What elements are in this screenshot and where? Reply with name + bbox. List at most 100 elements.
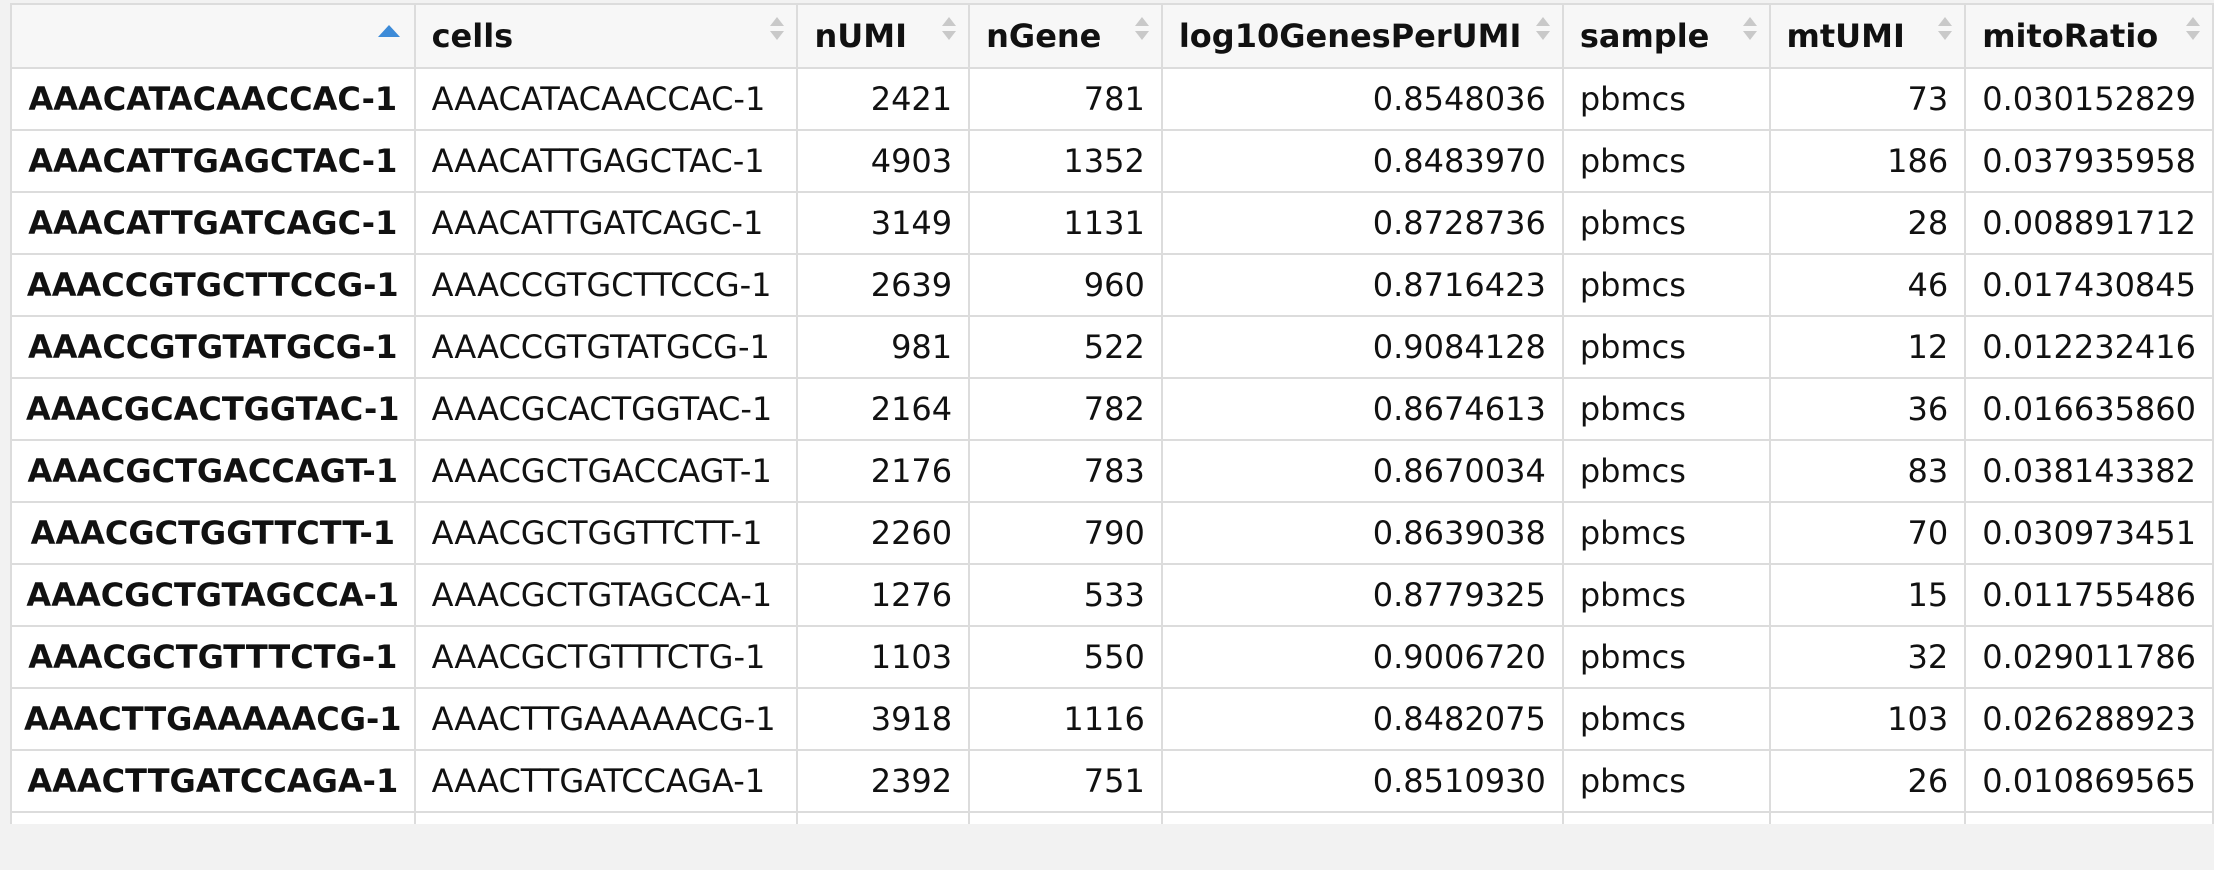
numi-cell: 2421 [796, 67, 971, 131]
numi-cell: 2176 [796, 439, 971, 503]
table-row[interactable]: AAACCGTGCTTCCG-1 AAACCGTGCTTCCG-1 2639 9… [10, 253, 2214, 317]
sort-icon[interactable] [770, 17, 785, 43]
column-header-ngene[interactable]: nGene [968, 3, 1163, 69]
numi-cell: 2164 [796, 377, 971, 441]
mtumi-cell: 32 [1768, 625, 1967, 689]
numi-cell: 1103 [796, 625, 971, 689]
column-header-numi[interactable]: nUMI [796, 3, 971, 69]
table-row[interactable]: AAACTTGATCCAGA-1 AAACTTGATCCAGA-1 2392 7… [10, 749, 2214, 813]
empty-cell [10, 811, 416, 824]
sample-cell: pbmcs [1561, 625, 1771, 689]
row-name-cell: AAACGCTGTAGCCA-1 [10, 563, 416, 627]
column-header-label: mtUMI [1786, 17, 1905, 55]
table-row[interactable]: AAACGCTGGTTCTT-1 AAACGCTGGTTCTT-1 2260 7… [10, 501, 2214, 565]
numi-cell: 3918 [796, 687, 971, 751]
sort-icon[interactable] [942, 17, 957, 43]
cells-cell: AAACTTGAAAAACG-1 [413, 687, 799, 751]
numi-cell: 2639 [796, 253, 971, 317]
mtumi-cell: 186 [1768, 129, 1967, 193]
column-header-sample[interactable]: sample [1561, 3, 1771, 69]
cells-cell: AAACGCACTGGTAC-1 [413, 377, 799, 441]
mtumi-cell: 70 [1768, 501, 1967, 565]
sort-icon[interactable] [1134, 17, 1149, 43]
table-row[interactable]: AAACGCTGTTTCTG-1 AAACGCTGTTTCTG-1 1103 5… [10, 625, 2214, 689]
table-row[interactable]: AAACTTGAAAAACG-1 AAACTTGAAAAACG-1 3918 1… [10, 687, 2214, 751]
row-name-cell: AAACCGTGCTTCCG-1 [10, 253, 416, 317]
mitoratio-cell: 0.016635860 [1964, 377, 2214, 441]
sample-cell: pbmcs [1561, 563, 1771, 627]
sort-icon[interactable] [1938, 17, 1953, 43]
cells-cell: AAACGCTGTAGCCA-1 [413, 563, 799, 627]
column-header-cells[interactable]: cells [413, 3, 799, 69]
row-name-cell: AAACATTGATCAGC-1 [10, 191, 416, 255]
cells-cell: AAACCGTGTATGCG-1 [413, 315, 799, 379]
table-row[interactable]: AAACCGTGTATGCG-1 AAACCGTGTATGCG-1 981 52… [10, 315, 2214, 379]
row-name-cell: AAACTTGATCCAGA-1 [10, 749, 416, 813]
log10genesperumi-cell: 0.9084128 [1160, 315, 1564, 379]
mtumi-cell: 15 [1768, 563, 1967, 627]
mitoratio-cell: 0.038143382 [1964, 439, 2214, 503]
table-row[interactable]: AAACGCTGTAGCCA-1 AAACGCTGTAGCCA-1 1276 5… [10, 563, 2214, 627]
cells-cell: AAACATTGAGCTAC-1 [413, 129, 799, 193]
empty-cell [1768, 811, 1967, 824]
column-header-mitoratio[interactable]: mitoRatio [1964, 3, 2214, 69]
sample-cell: pbmcs [1561, 315, 1771, 379]
column-header-log10genesperumi[interactable]: log10GenesPerUMI [1160, 3, 1564, 69]
mitoratio-cell: 0.008891712 [1964, 191, 2214, 255]
table-row[interactable]: AAACGCACTGGTAC-1 AAACGCACTGGTAC-1 2164 7… [10, 377, 2214, 441]
cells-cell: AAACATTGATCAGC-1 [413, 191, 799, 255]
data-table: cells nUMI nGene log10GenesPerUMI sample [10, 3, 2214, 824]
log10genesperumi-cell: 0.8670034 [1160, 439, 1564, 503]
mitoratio-cell: 0.012232416 [1964, 315, 2214, 379]
column-header-rownames[interactable] [10, 3, 416, 69]
sort-ascending-icon[interactable] [377, 25, 400, 37]
sample-cell: pbmcs [1561, 501, 1771, 565]
sort-icon[interactable] [1742, 17, 1757, 43]
mtumi-cell: 73 [1768, 67, 1967, 131]
sort-icon[interactable] [2186, 17, 2200, 43]
table-row[interactable]: AAACATTGAGCTAC-1 AAACATTGAGCTAC-1 4903 1… [10, 129, 2214, 193]
numi-cell: 2392 [796, 749, 971, 813]
table-row[interactable]: AAACATACAACCAC-1 AAACATACAACCAC-1 2421 7… [10, 67, 2214, 131]
empty-cell [1160, 811, 1564, 824]
numi-cell: 3149 [796, 191, 971, 255]
ngene-cell: 781 [968, 67, 1163, 131]
row-name-cell: AAACGCACTGGTAC-1 [10, 377, 416, 441]
ngene-cell: 1131 [968, 191, 1163, 255]
numi-cell: 981 [796, 315, 971, 379]
row-name-cell: AAACATTGAGCTAC-1 [10, 129, 416, 193]
ngene-cell: 522 [968, 315, 1163, 379]
sort-icon[interactable] [1535, 17, 1550, 43]
cells-cell: AAACATACAACCAC-1 [413, 67, 799, 131]
numi-cell: 1276 [796, 563, 971, 627]
mtumi-cell: 28 [1768, 191, 1967, 255]
log10genesperumi-cell: 0.8482075 [1160, 687, 1564, 751]
cells-cell: AAACCGTGCTTCCG-1 [413, 253, 799, 317]
mtumi-cell: 26 [1768, 749, 1967, 813]
ngene-cell: 533 [968, 563, 1163, 627]
empty-cell [1561, 811, 1771, 824]
log10genesperumi-cell: 0.8548036 [1160, 67, 1564, 131]
column-header-label: nUMI [814, 17, 907, 55]
table-row[interactable]: AAACATTGATCAGC-1 AAACATTGATCAGC-1 3149 1… [10, 191, 2214, 255]
column-header-label: nGene [986, 17, 1102, 55]
mitoratio-cell: 0.030152829 [1964, 67, 2214, 131]
column-header-mtumi[interactable]: mtUMI [1768, 3, 1967, 69]
table-row[interactable]: AAACGCTGACCAGT-1 AAACGCTGACCAGT-1 2176 7… [10, 439, 2214, 503]
sample-cell: pbmcs [1561, 377, 1771, 441]
ngene-cell: 960 [968, 253, 1163, 317]
sample-cell: pbmcs [1561, 749, 1771, 813]
mtumi-cell: 103 [1768, 687, 1967, 751]
sample-cell: pbmcs [1561, 687, 1771, 751]
column-header-label: mitoRatio [1982, 17, 2159, 55]
log10genesperumi-cell: 0.8716423 [1160, 253, 1564, 317]
mtumi-cell: 36 [1768, 377, 1967, 441]
row-name-cell: AAACATACAACCAC-1 [10, 67, 416, 131]
row-name-cell: AAACGCTGGTTCTT-1 [10, 501, 416, 565]
column-header-label: log10GenesPerUMI [1178, 17, 1522, 55]
sample-cell: pbmcs [1561, 129, 1771, 193]
row-name-cell: AAACGCTGACCAGT-1 [10, 439, 416, 503]
ngene-cell: 550 [968, 625, 1163, 689]
ngene-cell: 790 [968, 501, 1163, 565]
mitoratio-cell: 0.037935958 [1964, 129, 2214, 193]
